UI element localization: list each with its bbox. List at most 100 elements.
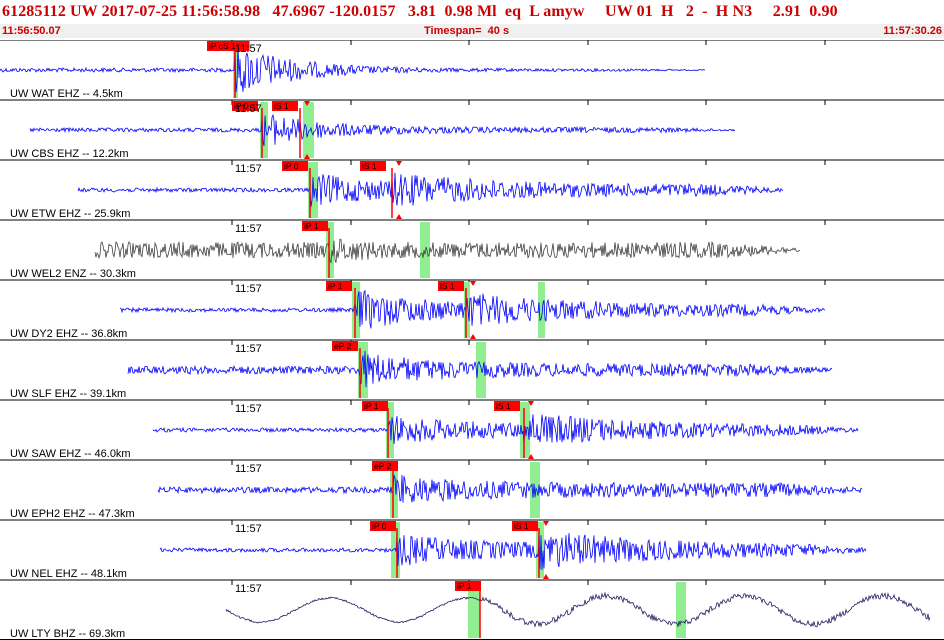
pick-label-box: [494, 401, 520, 411]
pick-window: [476, 342, 486, 398]
pick-label-box: [360, 161, 386, 171]
event-summary-title: 61285112 UW 2017-07-25 11:56:58.98 47.69…: [2, 3, 838, 20]
pick-label-box: [362, 401, 388, 411]
station-label: UW CBS EHZ -- 12.2km: [10, 148, 129, 160]
trace-panel[interactable]: iP 1 11:57 UW LTY BHZ -- 69.3km: [0, 579, 944, 640]
trace-panel[interactable]: iP 1 11:57 UW WEL2 ENZ -- 30.3km: [0, 219, 944, 280]
pick-label-box: [272, 101, 298, 111]
pick-label-box: [302, 221, 328, 231]
trace-panel[interactable]: iP 1 iS 1 11:57 UW SAW EHZ -- 46.0km: [0, 399, 944, 460]
pick-marker-icon: [543, 574, 549, 579]
pick-label: iS 1: [514, 521, 529, 531]
minute-label: 11:57: [235, 523, 262, 535]
pick-window: [536, 522, 544, 578]
pick-label-box: [438, 281, 464, 291]
waveform-trace: [0, 45, 706, 93]
pick-label: eP 2: [374, 461, 392, 471]
minute-label: 11:57: [235, 403, 262, 415]
pick-window: [468, 582, 480, 638]
pick-label: iP 1: [364, 401, 379, 411]
waveform-trace: [119, 289, 826, 329]
trace-panel[interactable]: iP cS 1 11:57 UW WAT EHZ -- 4.5km: [0, 40, 944, 100]
pick-window: [303, 102, 314, 158]
minute-label: 11:57: [235, 223, 262, 235]
pick-marker-icon: [304, 101, 310, 106]
pick-label-box: [326, 281, 352, 291]
waveform-trace: [127, 350, 833, 388]
pick-marker-icon: [304, 154, 310, 159]
station-label: UW SLF EHZ -- 39.1km: [10, 388, 126, 400]
pick-label: iS 1: [362, 161, 377, 171]
pick-window: [260, 102, 268, 158]
end-time: 11:57:30.26: [883, 25, 942, 37]
pick-marker-icon: [528, 401, 534, 406]
minute-label: 11:57: [235, 583, 262, 595]
minute-label: 11:57: [235, 163, 262, 175]
pick-label: iP cS 1: [209, 41, 236, 51]
station-label: UW WEL2 ENZ -- 30.3km: [10, 268, 136, 280]
pick-marker-icon: [528, 454, 534, 459]
station-label: UW ETW EHZ -- 25.9km: [10, 208, 130, 220]
pick-window: [530, 462, 540, 518]
minute-label: 11:57: [235, 463, 262, 475]
station-label: UW LTY BHZ -- 69.3km: [10, 628, 125, 640]
pick-window: [676, 582, 686, 638]
pick-label: iP 1: [457, 581, 472, 591]
station-label: UW EPH2 EHZ -- 47.3km: [10, 508, 135, 520]
pick-label-box: [512, 521, 538, 531]
pick-label-box: [282, 161, 308, 171]
minute-label: 11:57: [235, 283, 262, 295]
waveform-trace: [225, 591, 931, 628]
station-label: UW WAT EHZ -- 4.5km: [10, 88, 123, 100]
record-header: 61285112 UW 2017-07-25 11:56:58.98 47.69…: [0, 0, 944, 40]
pick-label: iP 1: [304, 221, 319, 231]
start-time: 11:56:50.07: [2, 25, 61, 37]
pick-window: [390, 462, 398, 518]
pick-window: [420, 222, 430, 278]
pick-window: [326, 222, 334, 278]
minute-label: 11:57: [235, 103, 262, 115]
pick-window: [308, 162, 318, 218]
waveform-trace: [159, 530, 867, 571]
pick-label-box: [455, 581, 481, 591]
time-bar: 11:56:50.07 Timespan= 40 s 11:57:30.26: [0, 24, 944, 38]
pick-label-box: [207, 41, 250, 51]
pick-window: [358, 342, 368, 398]
pick-marker-icon: [470, 281, 476, 286]
pick-label-box: [370, 521, 396, 531]
trace-panel[interactable]: eP 2 11:57 UW SLF EHZ -- 39.1km: [0, 339, 944, 400]
pick-label: iS 1: [440, 281, 455, 291]
station-label: UW DY2 EHZ -- 36.8km: [10, 328, 127, 340]
pick-window: [538, 282, 545, 338]
trace-panel[interactable]: eP 2 11:57 UW EPH2 EHZ -- 47.3km: [0, 459, 944, 520]
pick-window: [464, 282, 470, 338]
timespan-label: Timespan= 40 s: [424, 25, 510, 37]
station-label: UW SAW EHZ -- 46.0km: [10, 448, 131, 460]
pick-label: iP 0: [284, 161, 299, 171]
pick-label-box: [232, 101, 258, 111]
pick-label: iS 1: [496, 401, 511, 411]
trace-panel[interactable]: iP 0 iS 1 11:57 UW NEL EHZ -- 48.1km: [0, 519, 944, 580]
pick-label: iS 1: [274, 101, 289, 111]
minute-label: 11:57: [235, 43, 262, 55]
pick-label: iP 0: [234, 101, 249, 111]
pick-marker-icon: [396, 161, 402, 166]
station-label: UW NEL EHZ -- 48.1km: [10, 568, 127, 580]
waveform-trace: [94, 238, 801, 264]
trace-panel[interactable]: iP 1 iS 1 11:57 UW DY2 EHZ -- 36.8km: [0, 279, 944, 340]
trace-panel[interactable]: iP 0 iS 1 11:57 UW ETW EHZ -- 25.9km: [0, 159, 944, 220]
waveform-trace: [152, 414, 859, 445]
waveform-trace: [157, 473, 863, 503]
pick-label: eP 2: [334, 341, 352, 351]
pick-marker-icon: [396, 214, 402, 219]
pick-marker-icon: [470, 334, 476, 339]
pick-label-box: [332, 341, 358, 351]
minute-label: 11:57: [235, 343, 262, 355]
trace-panel[interactable]: iP 0 iS 1 11:57 UW CBS EHZ -- 12.2km: [0, 99, 944, 160]
pick-marker-icon: [543, 521, 549, 526]
waveform-trace: [29, 113, 736, 147]
waveform-trace: [77, 172, 784, 207]
pick-window: [386, 402, 394, 458]
pick-label: iP 0: [372, 521, 387, 531]
